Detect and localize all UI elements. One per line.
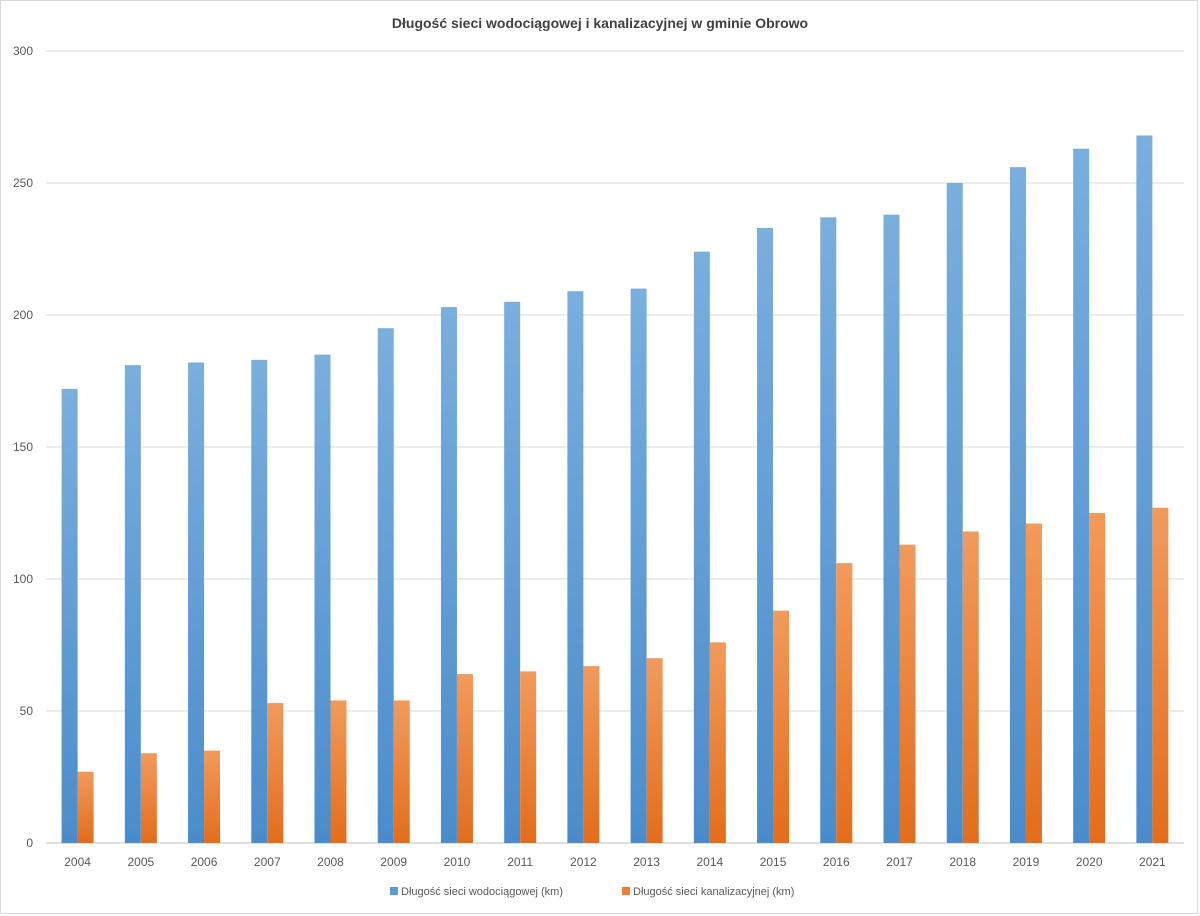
bar-sewer	[393, 700, 410, 843]
bar-sewer	[773, 610, 790, 843]
x-tick-label: 2020	[1076, 855, 1103, 869]
bar-water	[883, 214, 900, 843]
bar-water	[440, 307, 457, 844]
x-tick-label: 2010	[444, 855, 471, 869]
y-tick-label: 250	[13, 176, 33, 190]
x-tick-label: 2004	[64, 855, 91, 869]
x-axis-ticks: 2004 2005 2006 2007 2008 2009 2010 2011 2012 2013…	[64, 855, 1166, 869]
bar-sewer	[456, 674, 473, 843]
x-tick-label: 2008	[317, 855, 344, 869]
bar-sewer	[899, 544, 916, 843]
bar-sewer	[646, 658, 663, 843]
y-axis-ticks: 0 50 100 150 200 250 300	[13, 44, 33, 850]
bar-sewer	[520, 671, 537, 843]
legend-label: Długość sieci kanalizacyjnej (km)	[633, 886, 794, 898]
bar-sewer	[330, 700, 347, 843]
x-tick-label: 2013	[633, 855, 660, 869]
x-tick-label: 2021	[1139, 855, 1166, 869]
x-tick-label: 2019	[1013, 855, 1040, 869]
x-tick-label: 2015	[760, 855, 787, 869]
bar-sewer	[267, 703, 284, 843]
bar-sewer	[1089, 513, 1106, 843]
bar-water	[630, 288, 647, 844]
bar-sewer	[1152, 507, 1169, 843]
chart-title: Długość sieci wodociągowej i kanalizacyj…	[392, 15, 808, 31]
legend-label: Długość sieci wodociągowej (km)	[401, 886, 563, 898]
x-tick-label: 2011	[507, 855, 533, 869]
bar-water	[314, 354, 331, 843]
bar-water	[61, 388, 78, 843]
x-tick-label: 2016	[823, 855, 850, 869]
bar-water	[377, 328, 394, 843]
bar-sewer	[962, 531, 979, 843]
bar-sewer	[836, 563, 853, 843]
y-tick-label: 0	[26, 836, 33, 850]
bars	[61, 135, 1169, 844]
bar-water	[693, 251, 710, 843]
legend: Długość sieci wodociągowej (km) Długość s…	[390, 886, 794, 898]
y-tick-label: 300	[13, 44, 33, 58]
bar-water	[1009, 167, 1026, 843]
bar-water	[757, 227, 774, 843]
y-tick-label: 100	[13, 572, 33, 586]
x-tick-label: 2014	[696, 855, 723, 869]
legend-swatch	[622, 887, 630, 895]
legend-swatch	[390, 887, 398, 895]
bar-sewer	[1025, 523, 1042, 843]
gridlines	[46, 50, 1184, 844]
x-tick-label: 2009	[380, 855, 407, 869]
bar-water	[188, 362, 205, 843]
x-tick-label: 2018	[949, 855, 976, 869]
y-tick-label: 200	[13, 308, 33, 322]
bar-sewer	[77, 771, 94, 843]
x-tick-label: 2017	[886, 855, 913, 869]
bar-sewer	[709, 642, 726, 843]
x-tick-label: 2005	[127, 855, 154, 869]
bar-water	[1073, 148, 1090, 843]
bar-water	[251, 359, 268, 843]
bar-water	[946, 183, 963, 843]
bar-water	[820, 217, 837, 843]
x-tick-label: 2006	[191, 855, 218, 869]
bar-water	[504, 301, 521, 843]
x-tick-label: 2007	[254, 855, 281, 869]
bar-water	[1136, 135, 1153, 844]
y-tick-label: 150	[13, 440, 33, 454]
bar-sewer	[583, 666, 600, 843]
bar-water	[567, 291, 584, 843]
y-tick-label: 50	[20, 704, 34, 718]
bar-sewer	[140, 753, 157, 843]
x-tick-label: 2012	[570, 855, 597, 869]
bar-water	[124, 365, 141, 843]
bar-sewer	[204, 750, 221, 843]
